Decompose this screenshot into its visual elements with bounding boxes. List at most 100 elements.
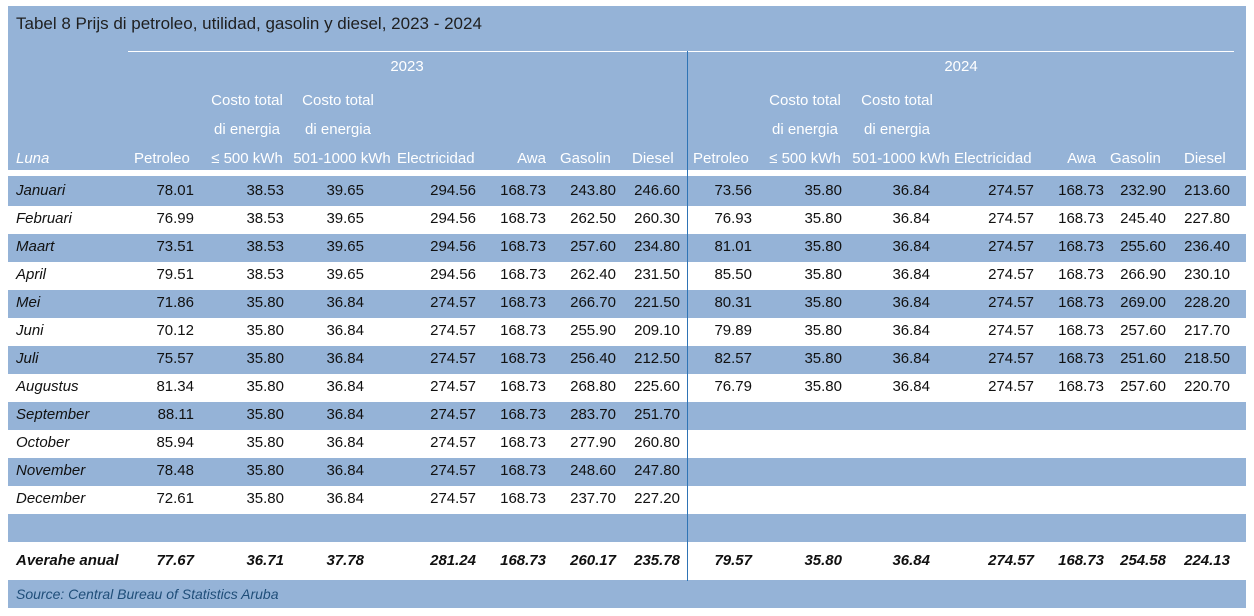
col-header-awa-2024: Awa bbox=[1067, 150, 1096, 167]
electricidad-2024-cell: 274.57 bbox=[988, 182, 1034, 199]
costo-low-2024-cell: 35.80 bbox=[804, 210, 842, 227]
costo-low-2023-cell: 38.53 bbox=[246, 182, 284, 199]
diesel-2024-cell bbox=[1150, 458, 1230, 486]
petroleo-2023-cell: 72.61 bbox=[156, 490, 194, 507]
diesel-2023-cell: 246.60 bbox=[634, 182, 680, 199]
table-row: Juli 75.57 35.80 36.84 274.57 168.73 256.40 212… bbox=[8, 346, 1246, 374]
diesel-2023-cell: 251.70 bbox=[634, 406, 680, 423]
costo-low-2023-cell: 35.80 bbox=[246, 350, 284, 367]
gasolin-2023-cell: 256.40 bbox=[570, 350, 616, 367]
electricidad-2023-cell: 274.57 bbox=[430, 322, 476, 339]
col-header-diesel-2023: Diesel bbox=[632, 150, 674, 167]
month-cell: Maart bbox=[16, 238, 55, 255]
petroleo-2024-cell: 73.56 bbox=[714, 182, 752, 199]
awa-2023-cell: 168.73 bbox=[500, 322, 546, 339]
petroleo-2023-cell: 78.01 bbox=[156, 182, 194, 199]
electricidad-2023-cell: 274.57 bbox=[430, 462, 476, 479]
diesel-2024-cell bbox=[1150, 486, 1230, 514]
electricidad-2024-cell: 274.57 bbox=[988, 238, 1034, 255]
costo-high-2023-cell: 36.84 bbox=[326, 350, 364, 367]
diesel-2023-cell: 231.50 bbox=[634, 266, 680, 283]
col-header-costo-low-2023-l3: ≤ 500 kWh bbox=[211, 150, 283, 167]
electricidad-2023-cell: 274.57 bbox=[430, 406, 476, 423]
costo-high-2024-cell bbox=[850, 402, 930, 430]
month-cell: Februari bbox=[16, 210, 72, 227]
costo-high-2023-cell: 36.84 bbox=[326, 462, 364, 479]
costo-high-2023-cell: 36.84 bbox=[326, 378, 364, 395]
petroleo-2024-cell bbox=[672, 402, 752, 430]
costo-high-2024-cell: 36.84 bbox=[892, 350, 930, 367]
table-row: October 85.94 35.80 36.84 274.57 168.73 277.90… bbox=[8, 430, 1246, 458]
petroleo-2023-cell: 79.51 bbox=[156, 266, 194, 283]
electricidad-2023-cell: 294.56 bbox=[430, 210, 476, 227]
costo-low-2023-cell: 35.80 bbox=[246, 462, 284, 479]
average-diesel-2024: 224.13 bbox=[1184, 552, 1230, 569]
col-header-electricidad-2023: Electricidad bbox=[397, 150, 475, 167]
average-costo-low-2023: 36.71 bbox=[246, 552, 284, 569]
month-cell: Juli bbox=[16, 350, 39, 367]
year-divider bbox=[687, 51, 688, 581]
petroleo-2023-cell: 70.12 bbox=[156, 322, 194, 339]
petroleo-2023-cell: 76.99 bbox=[156, 210, 194, 227]
gasolin-2023-cell: 268.80 bbox=[570, 378, 616, 395]
col-header-petroleo-2023: Petroleo bbox=[134, 150, 190, 167]
costo-low-2023-cell: 35.80 bbox=[246, 294, 284, 311]
month-cell: April bbox=[16, 266, 47, 283]
awa-2023-cell: 168.73 bbox=[500, 238, 546, 255]
petroleo-2024-cell bbox=[672, 458, 752, 486]
diesel-2024-cell: 227.80 bbox=[1184, 210, 1230, 227]
diesel-2024-cell: 228.20 bbox=[1184, 294, 1230, 311]
electricidad-2023-cell: 274.57 bbox=[430, 378, 476, 395]
awa-2024-cell: 168.73 bbox=[1058, 210, 1104, 227]
average-row: Averahe anual 77.67 36.71 37.78 281.24 168.7… bbox=[8, 542, 1246, 580]
average-awa-2024: 168.73 bbox=[1058, 552, 1104, 569]
awa-2023-cell: 168.73 bbox=[500, 462, 546, 479]
petroleo-2024-cell: 85.50 bbox=[714, 266, 752, 283]
costo-low-2024-cell bbox=[762, 486, 842, 514]
month-cell: Augustus bbox=[16, 378, 79, 395]
average-petroleo-2023: 77.67 bbox=[156, 552, 194, 569]
awa-2024-cell: 168.73 bbox=[1058, 322, 1104, 339]
electricidad-2023-cell: 294.56 bbox=[430, 266, 476, 283]
petroleo-2024-cell: 76.79 bbox=[714, 378, 752, 395]
diesel-2023-cell: 227.20 bbox=[634, 490, 680, 507]
petroleo-2024-cell bbox=[672, 486, 752, 514]
table-row: Februari 76.99 38.53 39.65 294.56 168.73 262.5… bbox=[8, 206, 1246, 234]
costo-low-2024-cell: 35.80 bbox=[804, 350, 842, 367]
costo-low-2023-cell: 38.53 bbox=[246, 266, 284, 283]
awa-2024-cell: 168.73 bbox=[1058, 182, 1104, 199]
costo-high-2024-cell: 36.84 bbox=[892, 266, 930, 283]
petroleo-2023-cell: 75.57 bbox=[156, 350, 194, 367]
petroleo-2023-cell: 73.51 bbox=[156, 238, 194, 255]
costo-low-2024-cell bbox=[762, 402, 842, 430]
costo-low-2024-cell: 35.80 bbox=[804, 294, 842, 311]
source-note: Source: Central Bureau of Statistics Aru… bbox=[16, 586, 279, 602]
col-header-costo-low-2024-l1: Costo total bbox=[769, 92, 841, 109]
costo-low-2023-cell: 38.53 bbox=[246, 238, 284, 255]
diesel-2024-cell: 217.70 bbox=[1184, 322, 1230, 339]
awa-2023-cell: 168.73 bbox=[500, 490, 546, 507]
col-header-month: Luna bbox=[16, 150, 50, 167]
petroleo-2024-cell: 80.31 bbox=[714, 294, 752, 311]
table-row: April 79.51 38.53 39.65 294.56 168.73 262.40 23… bbox=[8, 262, 1246, 290]
awa-2023-cell: 168.73 bbox=[500, 266, 546, 283]
awa-2023-cell: 168.73 bbox=[500, 434, 546, 451]
petroleo-2023-cell: 78.48 bbox=[156, 462, 194, 479]
awa-2023-cell: 168.73 bbox=[500, 294, 546, 311]
gasolin-2024-cell: 257.60 bbox=[1120, 378, 1166, 395]
diesel-2023-cell: 247.80 bbox=[634, 462, 680, 479]
petroleo-2024-cell: 79.89 bbox=[714, 322, 752, 339]
costo-low-2023-cell: 35.80 bbox=[246, 490, 284, 507]
gasolin-2023-cell: 243.80 bbox=[570, 182, 616, 199]
table-row: November 78.48 35.80 36.84 274.57 168.73 248.6… bbox=[8, 458, 1246, 486]
petroleo-2023-cell: 81.34 bbox=[156, 378, 194, 395]
month-cell: October bbox=[16, 434, 70, 451]
table-title: Tabel 8 Prijs di petroleo, utilidad, gas… bbox=[16, 14, 482, 33]
month-cell: December bbox=[16, 490, 86, 507]
electricidad-2024-cell: 274.57 bbox=[988, 322, 1034, 339]
col-header-costo-low-2023-l2: di energia bbox=[214, 121, 280, 138]
petroleo-2024-cell: 82.57 bbox=[714, 350, 752, 367]
diesel-2023-cell: 209.10 bbox=[634, 322, 680, 339]
awa-2024-cell: 168.73 bbox=[1058, 378, 1104, 395]
petroleo-2024-cell: 81.01 bbox=[714, 238, 752, 255]
